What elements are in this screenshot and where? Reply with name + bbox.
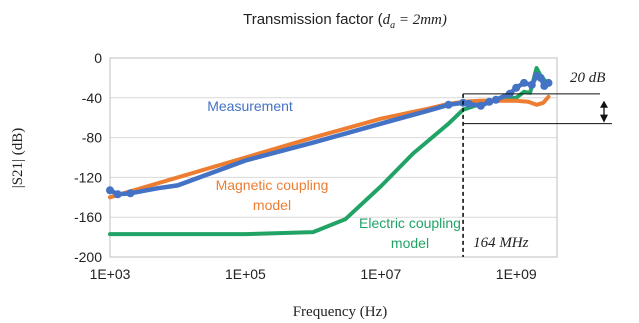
x-tick-label: 1E+05 [225,266,266,282]
series-label-1: Measurement [207,98,293,114]
y-tick-label: -200 [74,249,102,265]
measurement-point [491,95,500,104]
series-lines [106,66,553,237]
x-tick-label: 1E+07 [360,266,401,282]
x-axis-label: Frequency (Hz) [293,304,388,320]
chart-title-text: Transmission factor ( [243,11,382,28]
y-tick-label: 0 [94,50,102,66]
measurement-point [527,80,536,89]
measurement-point [512,83,521,92]
measurement-point [536,73,545,82]
series-label-line: model [253,197,291,213]
y-tick-label: -120 [74,169,102,185]
series-line-3 [108,66,550,237]
grid-lines [110,57,557,258]
series-label-3: Electric coupling model [359,215,461,251]
y-tick-label: -160 [74,209,102,225]
series-label-line: Measurement [207,98,293,114]
chart-title-math-rest: = 2mm) [395,12,447,28]
measurement-point [444,100,453,109]
arrow-head-up [600,100,608,108]
y-tick-label: -40 [82,90,102,106]
measurement-point [485,97,494,106]
plot-frame [109,57,558,258]
series-label-line: Electric coupling [359,215,461,231]
series-label-line: Magnetic coupling [216,177,329,193]
y-axis-label: |S21| (dB) [10,128,26,189]
chart-title: Transmission factor (da = 2mm) [243,11,447,31]
chart-title-math: d [383,12,391,28]
chart-title-math-sub: a [390,20,395,31]
measurement-point [126,189,135,198]
measurement-point [520,78,528,87]
measurement-point [113,190,122,199]
vline-label: 164 MHz [473,235,529,251]
series-line-2 [108,94,551,200]
measurement-point [476,101,485,110]
series-label-2: Magnetic coupling model [216,177,329,213]
series-label-line: model [391,235,429,251]
x-tick-label: 1E+03 [90,266,131,282]
measurement-point [544,78,553,87]
arrow-head-down [600,114,608,123]
measurement-point [106,186,114,195]
x-tick-label: 1E+09 [496,266,537,282]
y-tick-label: -80 [82,130,102,146]
annotations: 164 MHz 20 dB [462,70,612,257]
measurement-point [464,99,473,108]
arrow-label: 20 dB [570,70,605,86]
